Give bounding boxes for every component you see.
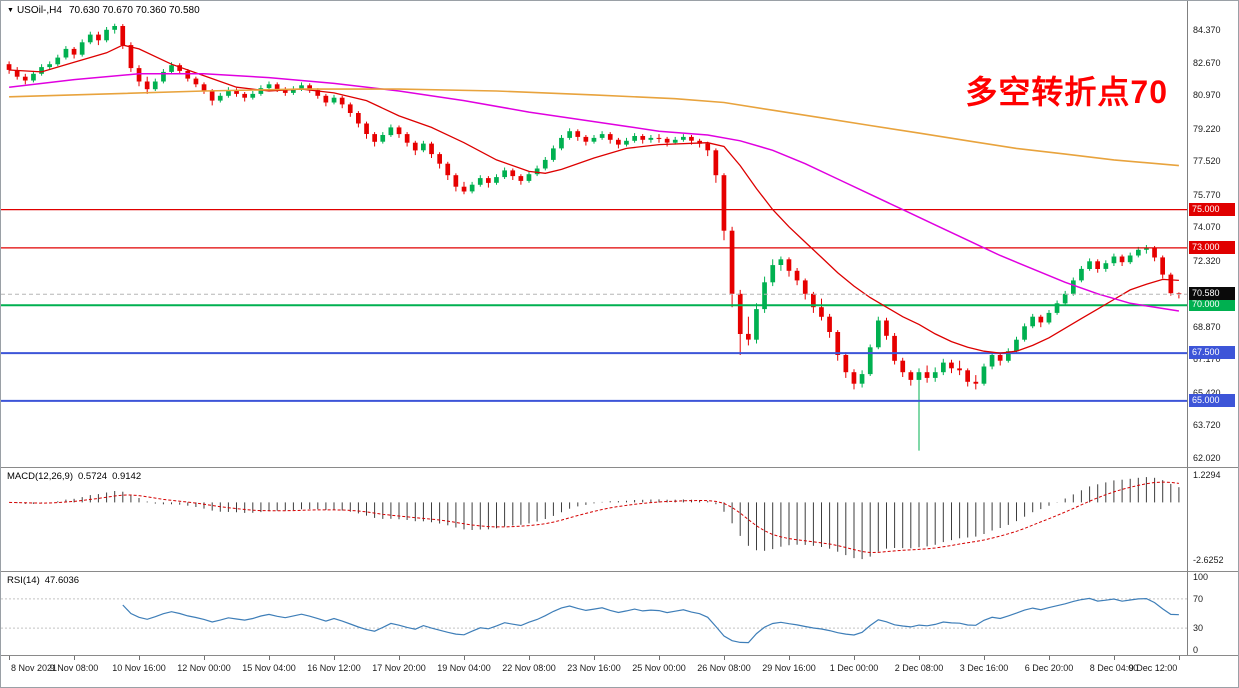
price-axis-label: 63.720 [1193, 420, 1221, 431]
ohlc-values: 70.630 70.670 70.360 70.580 [68, 5, 200, 16]
panel-separator [1, 655, 1238, 656]
time-axis-label: 16 Nov 12:00 [307, 663, 361, 673]
time-axis-tick [9, 656, 10, 660]
rsi-line [122, 597, 1179, 644]
price-axis-label: 84.370 [1193, 25, 1221, 36]
time-axis-label: 12 Nov 00:00 [177, 663, 231, 673]
ma-line-slow [9, 88, 1179, 167]
time-axis-tick [139, 656, 140, 660]
rsi-axis: 100 70 30 0 [1187, 571, 1238, 656]
time-axis-label: 3 Dec 16:00 [959, 663, 1009, 673]
price-tag-67.500: 67.500 [1189, 346, 1235, 360]
symbol-timeframe-label: USOil-,H4 [16, 5, 62, 16]
price-tag-73.000: 73.000 [1189, 240, 1235, 254]
price-tag-65.000: 65.000 [1189, 393, 1235, 407]
current-price-tag: 70.580 [1189, 287, 1235, 301]
price-axis-label: 65.420 [1193, 387, 1221, 398]
price-axis-label: 74.070 [1193, 222, 1221, 233]
rsi-panel-canvas[interactable] [1, 572, 1187, 655]
rsi-axis-label: 70 [1193, 593, 1204, 604]
time-axis-tick [984, 656, 985, 660]
chart-title: ▼ USOil-,H4 70.630 70.670 70.360 70.580 [7, 5, 200, 16]
time-axis-label: 29 Nov 16:00 [762, 663, 816, 673]
macd-axis-label: 1.2294 [1193, 470, 1221, 481]
time-axis-tick [724, 656, 725, 660]
time-axis-label: 25 Nov 00:00 [632, 663, 686, 673]
macd-panel-canvas[interactable] [1, 468, 1187, 571]
rsi-axis-label: 100 [1193, 571, 1209, 582]
price-axis-label: 67.170 [1193, 354, 1221, 365]
time-axis-label: 19 Nov 04:00 [437, 663, 491, 673]
price-tag-75.000: 75.000 [1189, 202, 1235, 216]
time-axis-label: 1 Dec 00:00 [829, 663, 879, 673]
macd-signal-value: 0.9142 [112, 471, 142, 482]
time-axis-label: 15 Nov 04:00 [242, 663, 296, 673]
macd-indicator-label: MACD(12,26,9) 0.5724 0.9142 [7, 471, 141, 482]
price-axis-label: 72.320 [1193, 255, 1221, 266]
symbol-marker-icon: ▼ [7, 7, 14, 14]
price-axis-label: 68.870 [1193, 321, 1221, 332]
time-axis-label: 26 Nov 08:00 [697, 663, 751, 673]
macd-main-value: 0.5724 [78, 471, 108, 482]
macd-name: MACD(12,26,9) [7, 471, 73, 482]
text-annotation[interactable]: 多空转折点70 [965, 74, 1168, 110]
time-axis-tick [464, 656, 465, 660]
rsi-indicator-label: RSI(14) 47.6036 [7, 575, 79, 586]
time-axis-label: 23 Nov 16:00 [567, 663, 621, 673]
price-axis-label: 79.220 [1193, 123, 1221, 134]
time-axis-tick [399, 656, 400, 660]
time-axis-tick [529, 656, 530, 660]
time-axis-tick [74, 656, 75, 660]
price-axis-label: 75.770 [1193, 189, 1221, 200]
time-axis-tick [789, 656, 790, 660]
time-axis-label: 9 Dec 12:00 [1128, 663, 1178, 673]
price-tag-70.000: 70.000 [1189, 298, 1235, 312]
macd-axis-label: -2.6252 [1193, 555, 1224, 566]
main-chart-canvas[interactable] [1, 1, 1187, 467]
time-axis-label: 17 Nov 20:00 [372, 663, 426, 673]
rsi-axis-label: 0 [1193, 645, 1199, 656]
time-axis[interactable]: 8 Nov 2021 9 Nov 08:00 10 Nov 16:00 12 Nov … [1, 656, 1238, 687]
time-axis-label: 9 Nov 08:00 [49, 663, 99, 673]
price-axis-label: 77.520 [1193, 156, 1221, 167]
time-axis-label: 10 Nov 16:00 [112, 663, 166, 673]
time-axis-label: 8 Nov 2021 [10, 663, 58, 673]
time-axis-tick [204, 656, 205, 660]
macd-axis: 1.2294 -2.6252 [1187, 468, 1238, 571]
price-axis-label: 82.670 [1193, 57, 1221, 68]
time-axis-tick [659, 656, 660, 660]
time-axis-label: 6 Dec 20:00 [1024, 663, 1074, 673]
rsi-name: RSI(14) [7, 575, 40, 586]
time-axis-label: 2 Dec 08:00 [894, 663, 944, 673]
time-axis-tick [1049, 656, 1050, 660]
time-axis-tick [334, 656, 335, 660]
ma-line-mid [9, 73, 1180, 312]
time-axis-tick [854, 656, 855, 660]
rsi-value: 47.6036 [44, 575, 80, 586]
time-axis-label: 8 Dec 04:00 [1089, 663, 1139, 673]
price-axis[interactable]: 84.370 82.670 80.970 79.220 77.520 75.770 74.0… [1187, 1, 1238, 467]
time-axis-tick [1114, 656, 1115, 660]
price-axis-label: 62.020 [1193, 452, 1221, 463]
time-axis-label: 22 Nov 08:00 [502, 663, 556, 673]
panel-separator[interactable] [1, 571, 1238, 572]
time-axis-tick [594, 656, 595, 660]
macd-signal-line [9, 481, 1179, 554]
price-axis-label: 80.970 [1193, 90, 1221, 101]
macd-histogram [16, 477, 1180, 560]
panel-separator[interactable] [1, 467, 1238, 468]
time-axis-tick [269, 656, 270, 660]
time-axis-tick [1179, 656, 1180, 660]
time-axis-tick [919, 656, 920, 660]
rsi-axis-label: 30 [1193, 623, 1204, 634]
